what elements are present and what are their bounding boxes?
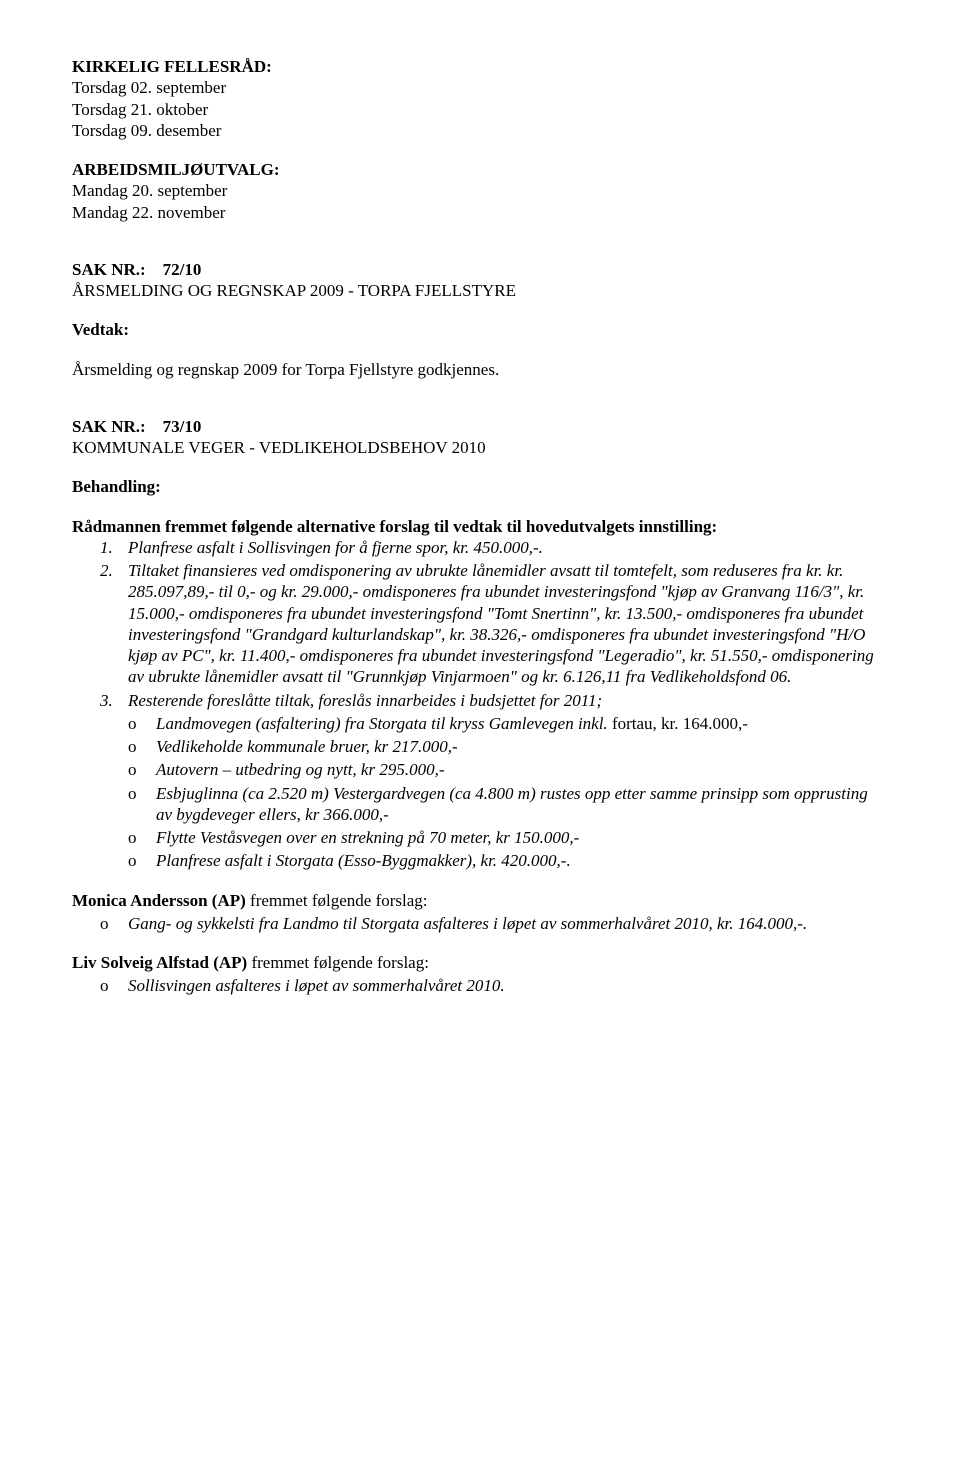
sub-text: Flytte Veståsvegen over en strekning på … [156,827,888,848]
proposal-list: o Gang- og sykkelsti fra Landmo til Stor… [100,913,888,934]
sub-text: Autovern – utbedring og nytt, kr 295.000… [156,759,888,780]
list-text: Tiltaket finansieres ved omdisponering a… [128,560,888,688]
sub-item: o Esbjuglinna (ca 2.520 m) Vestergardveg… [128,783,888,826]
sak-block: SAK NR.: 73/10 KOMMUNALE VEGER - VEDLIKE… [72,416,888,459]
behandling-label: Behandling: [72,476,888,497]
bullet-o: o [128,783,156,826]
sak-title: ÅRSMELDING OG REGNSKAP 2009 - TORPA FJEL… [72,280,888,301]
sub-text: Planfrese asfalt i Storgata (Esso-Byggma… [156,850,888,871]
proposal-block: Liv Solveig Alfstad (AP) fremmet følgend… [72,952,888,997]
sub-item: o Flytte Veståsvegen over en strekning p… [128,827,888,848]
proposer-name: Liv Solveig Alfstad (AP) [72,953,247,972]
proposal-text: Sollisvingen asfalteres i løpet av somme… [128,975,888,996]
list-text: Planfrese asfalt i Sollisvingen for å fj… [128,537,888,558]
sub-text: Landmovegen (asfaltering) fra Storgata t… [156,713,888,734]
sub-text: Vedlikeholde kommunale bruer, kr 217.000… [156,736,888,757]
vedtak-text: Årsmelding og regnskap 2009 for Torpa Fj… [72,359,888,380]
proposal-block: Monica Andersson (AP) fremmet følgende f… [72,890,888,935]
section-kirkelig: KIRKELIG FELLESRÅD: Torsdag 02. septembe… [72,56,888,141]
sak-title: KOMMUNALE VEGER - VEDLIKEHOLDSBEHOV 2010 [72,437,888,458]
bullet-o: o [128,713,156,734]
proposal-list: o Sollisvingen asfalteres i løpet av som… [100,975,888,996]
section-title: ARBEIDSMILJØUTVALG: [72,159,888,180]
sub-text: Esbjuglinna (ca 2.520 m) Vestergardvegen… [156,783,888,826]
section-line: Torsdag 21. oktober [72,99,888,120]
section-line: Mandag 22. november [72,202,888,223]
bullet-o: o [100,913,128,934]
section-line: Torsdag 02. september [72,77,888,98]
sak-nr-value: 72/10 [163,260,202,279]
list-num: 1. [100,537,128,558]
sub-item: o Vedlikeholde kommunale bruer, kr 217.0… [128,736,888,757]
proposal-header: Monica Andersson (AP) fremmet følgende f… [72,890,888,911]
list-item: 2. Tiltaket finansieres ved omdisponerin… [100,560,888,688]
sak-label: SAK NR.: 72/10 [72,259,888,280]
proposal-rest: fremmet følgende forslag: [247,953,429,972]
bullet-o: o [128,850,156,871]
sub-item: o Gang- og sykkelsti fra Landmo til Stor… [100,913,888,934]
list-text: Resterende foreslåtte tiltak, foreslås i… [128,690,888,711]
behandling-block: Behandling: [72,476,888,497]
sak-label: SAK NR.: 73/10 [72,416,888,437]
sub-item: o Autovern – utbedring og nytt, kr 295.0… [128,759,888,780]
list-item: 1. Planfrese asfalt i Sollisvingen for å… [100,537,888,558]
list-num: 3. [100,690,128,711]
sub-list: o Landmovegen (asfaltering) fra Storgata… [128,713,888,872]
section-line: Mandag 20. september [72,180,888,201]
sak-nr-label: SAK NR.: [72,260,146,279]
bullet-o: o [128,736,156,757]
sak-nr-label: SAK NR.: [72,417,146,436]
proposer-name: Monica Andersson (AP) [72,891,246,910]
bullet-o: o [128,759,156,780]
bullet-o: o [100,975,128,996]
section-title: KIRKELIG FELLESRÅD: [72,56,888,77]
sub-item: o Planfrese asfalt i Storgata (Esso-Bygg… [128,850,888,871]
section-arbeidsmiljo: ARBEIDSMILJØUTVALG: Mandag 20. september… [72,159,888,223]
vedtak-label: Vedtak: [72,319,888,340]
sub-item: o Sollisvingen asfalteres i løpet av som… [100,975,888,996]
list-num: 2. [100,560,128,688]
sub-item: o Landmovegen (asfaltering) fra Storgata… [128,713,888,734]
proposal-rest: fremmet følgende forslag: [246,891,428,910]
section-line: Torsdag 09. desember [72,120,888,141]
proposal-header: Liv Solveig Alfstad (AP) fremmet følgend… [72,952,888,973]
numbered-list: 1. Planfrese asfalt i Sollisvingen for å… [100,537,888,872]
sak-nr-value: 73/10 [163,417,202,436]
bullet-o: o [128,827,156,848]
behandling-intro: Rådmannen fremmet følgende alternative f… [72,516,888,537]
sak-block: SAK NR.: 72/10 ÅRSMELDING OG REGNSKAP 20… [72,259,888,302]
list-item: 3. Resterende foreslåtte tiltak, foreslå… [100,690,888,711]
vedtak-block: Vedtak: Årsmelding og regnskap 2009 for … [72,319,888,380]
proposal-text: Gang- og sykkelsti fra Landmo til Storga… [128,913,888,934]
